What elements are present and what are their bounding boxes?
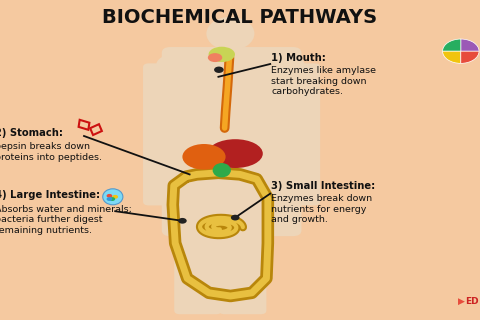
Text: Enzymes break down
nutrients for energy
and growth.: Enzymes break down nutrients for energy … xyxy=(271,194,372,224)
Ellipse shape xyxy=(103,189,123,205)
FancyBboxPatch shape xyxy=(217,39,243,59)
Text: ▶: ▶ xyxy=(458,297,465,306)
Circle shape xyxy=(214,67,224,73)
Circle shape xyxy=(112,195,118,199)
Ellipse shape xyxy=(182,144,226,170)
Ellipse shape xyxy=(206,17,254,51)
Ellipse shape xyxy=(271,54,305,77)
Ellipse shape xyxy=(207,139,263,168)
Text: Absorbs water and minerals;
bacteria further digest
remaining nutrients.: Absorbs water and minerals; bacteria fur… xyxy=(0,205,132,235)
Circle shape xyxy=(231,215,240,220)
Circle shape xyxy=(107,194,112,198)
Text: BIOCHEMICAL PATHWAYS: BIOCHEMICAL PATHWAYS xyxy=(102,8,378,27)
FancyBboxPatch shape xyxy=(219,220,266,314)
Ellipse shape xyxy=(208,53,222,62)
Text: pepsin breaks down
proteins into peptides.: pepsin breaks down proteins into peptide… xyxy=(0,142,102,162)
Ellipse shape xyxy=(209,47,235,62)
Circle shape xyxy=(109,197,115,201)
FancyBboxPatch shape xyxy=(143,63,183,205)
Wedge shape xyxy=(443,51,461,63)
Text: ED: ED xyxy=(466,297,479,306)
Ellipse shape xyxy=(213,163,231,177)
FancyBboxPatch shape xyxy=(280,63,320,205)
Text: Enzymes like amylase
start breaking down
carbohydrates.: Enzymes like amylase start breaking down… xyxy=(271,66,376,96)
Text: 2) Stomach:: 2) Stomach: xyxy=(0,128,63,138)
Text: 1) Mouth:: 1) Mouth: xyxy=(271,53,326,63)
Circle shape xyxy=(178,218,187,224)
Ellipse shape xyxy=(156,54,190,77)
Ellipse shape xyxy=(176,214,287,240)
Text: 3) Small Intestine:: 3) Small Intestine: xyxy=(271,181,375,191)
FancyBboxPatch shape xyxy=(162,47,301,236)
Circle shape xyxy=(107,197,112,201)
FancyBboxPatch shape xyxy=(174,220,222,314)
Text: 4) Large Intestine:: 4) Large Intestine: xyxy=(0,190,100,200)
Wedge shape xyxy=(461,39,479,51)
Wedge shape xyxy=(443,39,461,51)
Wedge shape xyxy=(461,51,479,63)
